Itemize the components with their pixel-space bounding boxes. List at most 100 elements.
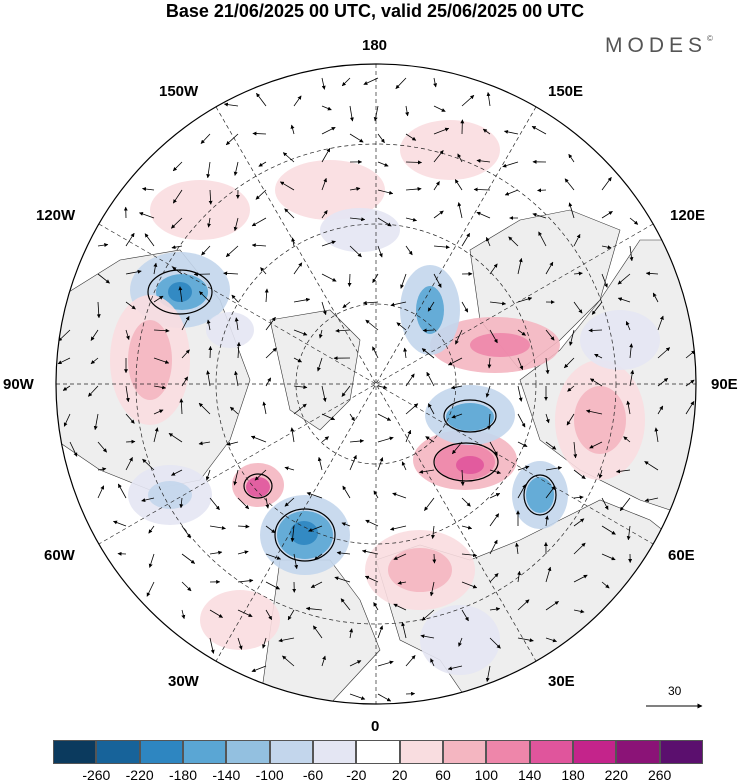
colorbar-swatch <box>53 740 97 764</box>
wind-vector <box>223 271 239 276</box>
wind-vector <box>209 497 220 511</box>
wind-vector <box>321 273 337 282</box>
wind-vector <box>601 176 612 191</box>
colorbar-swatch <box>399 740 443 764</box>
wind-vector <box>447 665 463 671</box>
wind-vector <box>430 658 435 667</box>
wind-vector <box>461 609 469 622</box>
label-0: 0 <box>371 718 380 735</box>
wind-vector <box>485 665 491 682</box>
wind-vector <box>321 126 336 135</box>
wind-vector <box>517 441 528 447</box>
colorbar-swatch <box>226 740 270 764</box>
wind-vector <box>144 233 155 247</box>
wind-vector <box>181 376 189 387</box>
wind-vector <box>293 329 308 336</box>
wind-vector <box>425 436 435 443</box>
wind-vector <box>517 413 526 428</box>
wind-vector <box>393 603 407 611</box>
colorbar-swatch <box>572 740 617 764</box>
wind-vector <box>237 524 250 529</box>
wind-vector <box>626 525 631 541</box>
wind-vector <box>685 401 695 415</box>
wind-vector <box>153 427 159 443</box>
wind-vector <box>363 77 379 85</box>
colorbar-tick-label: -140 <box>212 767 241 783</box>
wind-vector <box>433 127 450 135</box>
wind-vector <box>538 231 547 247</box>
wind-vector <box>454 179 463 191</box>
wind-vector <box>335 328 351 333</box>
wind-vector <box>341 77 351 87</box>
wind-vector <box>198 441 211 446</box>
label-30w: 30W <box>168 673 199 690</box>
wind-vector <box>225 133 239 146</box>
wind-vector <box>373 602 379 611</box>
wind-vector <box>390 301 407 307</box>
wind-vector <box>372 273 379 283</box>
wind-vector <box>125 385 130 403</box>
wind-vector <box>63 413 71 427</box>
wind-vector <box>179 398 184 415</box>
wind-vector <box>97 243 109 248</box>
wind-vector <box>321 301 327 316</box>
wind-vector <box>293 357 302 363</box>
wind-vector <box>405 187 422 191</box>
wind-vector <box>377 385 388 390</box>
wind-vector <box>601 273 608 288</box>
wind-vector <box>532 212 547 219</box>
wind-vector <box>487 357 492 369</box>
wind-vector <box>206 319 211 331</box>
wind-vector <box>395 77 407 89</box>
wind-vector <box>461 497 471 507</box>
wind-vector <box>586 409 603 415</box>
wind-vector <box>181 349 190 359</box>
wind-vector <box>349 439 364 444</box>
brand-text: MODES <box>605 34 708 57</box>
wind-vector <box>489 329 498 344</box>
wind-vector <box>139 212 155 219</box>
wind-vector <box>489 301 507 306</box>
wind-vector <box>153 357 170 364</box>
wind-vector <box>125 301 136 310</box>
wind-vector <box>573 469 586 480</box>
wind-vector <box>377 413 392 421</box>
wind-vector <box>321 105 332 111</box>
wind-vector <box>293 262 303 275</box>
wind-vector <box>458 637 463 647</box>
wind-vector <box>341 522 351 527</box>
wind-vector <box>90 357 99 365</box>
wind-vector <box>644 497 659 503</box>
colorbar-tick-label: -180 <box>168 767 198 783</box>
wind-vector <box>450 385 463 390</box>
wind-vector <box>314 553 323 561</box>
wind-vector <box>125 269 142 275</box>
wind-vector <box>225 245 239 257</box>
wind-vector <box>568 202 575 219</box>
wind-vector <box>405 655 416 667</box>
wind-vector <box>279 181 295 191</box>
wind-vector <box>564 357 575 369</box>
wind-vector <box>461 581 478 589</box>
wind-vector <box>237 497 250 510</box>
wind-vector <box>566 413 575 426</box>
wind-vector <box>265 377 272 387</box>
wind-vector <box>237 637 243 650</box>
wind-vector <box>236 341 241 359</box>
wind-vector <box>290 124 295 135</box>
wind-vector <box>377 161 389 167</box>
wind-vector <box>349 133 364 143</box>
wind-vector <box>451 441 463 455</box>
wind-vector <box>69 441 78 457</box>
wind-vector <box>251 217 267 227</box>
wind-vector <box>455 329 463 345</box>
wind-vector <box>489 637 501 649</box>
wind-vector <box>171 217 183 229</box>
wind-vector <box>251 665 267 673</box>
wind-vector <box>125 457 133 471</box>
wind-vector <box>146 581 155 597</box>
wind-vector <box>421 348 435 359</box>
wind-vector <box>362 549 379 555</box>
wind-vector <box>377 693 392 702</box>
